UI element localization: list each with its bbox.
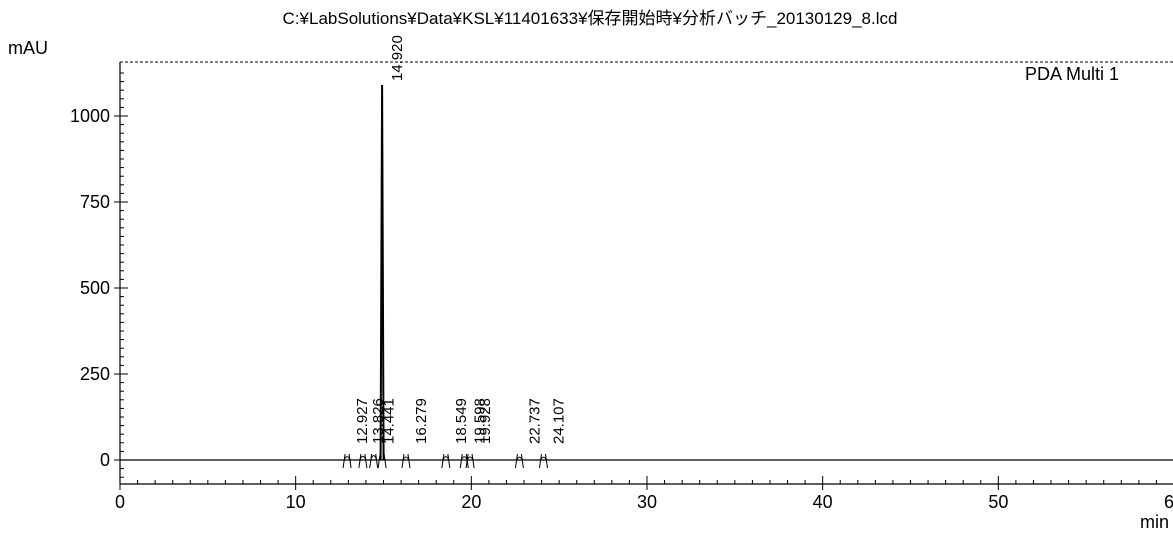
plot-frame — [119, 61, 1173, 485]
peak-start-mark — [441, 453, 445, 469]
peak-label: 16.279 — [413, 398, 430, 444]
peak-label: 14.920 — [389, 35, 406, 81]
peak-label: 12.927 — [354, 398, 371, 444]
x-tick-label: 20 — [461, 492, 481, 512]
peak-end-mark — [375, 453, 379, 469]
peak-start-mark — [538, 453, 542, 469]
peak-label: 24.107 — [550, 398, 567, 444]
peak-label: 14.441 — [381, 398, 398, 444]
peak-end-mark — [383, 453, 387, 469]
peak-start-mark — [377, 453, 381, 469]
peak-end-mark — [364, 453, 368, 469]
y-tick-label: 750 — [80, 192, 110, 212]
peak-start-mark — [465, 453, 469, 469]
peak-start-mark — [342, 453, 346, 469]
chart-title: C:¥LabSolutions¥Data¥KSL¥11401633¥保存開始時¥… — [283, 9, 898, 28]
peak-start-mark — [401, 453, 405, 469]
peak-start-mark — [514, 453, 518, 469]
peak-label: 18.549 — [453, 398, 470, 444]
legend-label: PDA Multi 1 — [1025, 64, 1119, 84]
peak-end-mark — [447, 453, 451, 469]
x-tick-label: 0 — [115, 492, 125, 512]
peak-end-mark — [471, 453, 475, 469]
peak-end-mark — [407, 453, 411, 469]
y-axis-label: mAU — [8, 38, 48, 58]
y-axis: 0 250 500 750 1000 — [70, 72, 128, 478]
x-tick-label: 50 — [988, 492, 1008, 512]
peak-label: 19.598 — [471, 398, 488, 444]
peak-start-mark — [459, 453, 463, 469]
peak-label: 19.928 — [477, 398, 494, 444]
x-tick-label: 30 — [637, 492, 657, 512]
peak-trace — [379, 85, 385, 461]
peak-label: 22.737 — [526, 398, 543, 444]
y-tick-label: 250 — [80, 364, 110, 384]
x-axis: 0 10 20 30 40 50 60 — [115, 476, 1173, 512]
y-tick-label: 1000 — [70, 106, 110, 126]
y-tick-label: 500 — [80, 278, 110, 298]
peak-start-mark — [369, 453, 373, 469]
peak-end-mark — [520, 453, 524, 469]
y-tick-label: 0 — [100, 450, 110, 470]
peak-end-mark — [544, 453, 548, 469]
peak-end-mark — [348, 453, 352, 469]
x-tick-label: 10 — [286, 492, 306, 512]
peak-start-mark — [358, 453, 362, 469]
x-axis-label: min — [1140, 512, 1169, 532]
x-tick-label: 60 — [1164, 492, 1173, 512]
x-tick-label: 40 — [813, 492, 833, 512]
